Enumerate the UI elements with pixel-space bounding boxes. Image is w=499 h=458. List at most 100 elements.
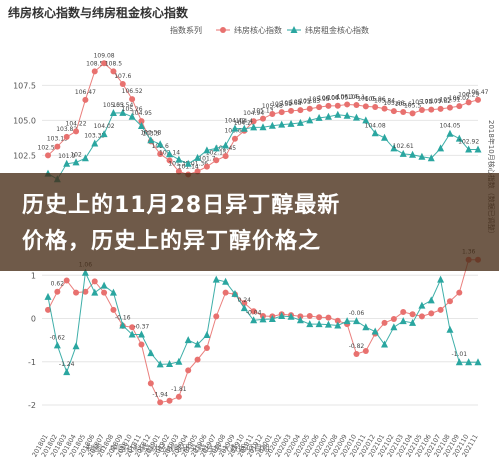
data-label: 105.95 [309,96,330,103]
data-point [437,144,445,152]
data-point [166,150,174,158]
data-point [474,358,482,366]
data-point [109,288,117,296]
data-point [138,341,145,348]
data-point [353,102,360,108]
data-point [456,289,463,296]
data-label: 106.02 [449,95,470,102]
data-point [137,330,145,338]
lower-grid [42,274,478,406]
data-point [334,102,341,109]
series-line [47,259,478,403]
data-label: 105.82 [430,98,451,105]
y-tick-label: 107.5 [13,81,36,90]
data-point [45,306,51,313]
data-label: 105.96 [365,96,386,103]
data-point [390,315,397,322]
data-label: 105.84 [374,98,395,105]
data-point [222,141,230,149]
data-label: 106.47 [468,89,489,96]
data-point [91,278,98,285]
data-point [362,347,369,354]
data-point [54,288,61,295]
data-point [465,358,473,366]
data-point [428,106,435,113]
data-label: 104.94 [243,110,264,117]
data-label: 104.22 [66,120,87,127]
data-point [82,96,89,103]
data-point [409,110,416,117]
data-label: 106.0 [357,95,374,102]
data-point [288,107,295,114]
data-point [325,102,332,109]
data-point [44,292,52,300]
data-point [222,277,230,285]
data-label: 103.58 [140,129,161,136]
data-point [101,60,108,67]
data-label: 105.46 [262,103,283,110]
data-point [203,330,211,338]
data-point [147,380,154,387]
legend-label-core: 纬房核心指数 [234,25,282,35]
data-point [316,314,323,321]
data-point [175,393,182,400]
data-point [63,159,71,167]
data-point [343,111,351,119]
data-point [437,105,444,112]
data-point [343,317,351,325]
data-point [91,68,98,75]
data-point [306,105,313,112]
data-point [297,107,304,114]
data-label: 105.13 [253,108,274,115]
legend: 指数系列 纬房核心指数 纬房租金核心指数 [170,25,369,35]
data-label: 0.24 [238,297,252,304]
data-point [455,358,463,366]
data-label: 103.82 [56,126,77,133]
data-point [306,320,314,328]
data-point [418,301,426,309]
y-tick-label: -1 [28,358,36,367]
source-note: 制图：中国社科院财经战略研究院住房大数据项目组 [86,443,270,453]
data-point [212,144,220,152]
data-label: 103.13 [47,136,68,143]
data-point [128,112,136,120]
data-label: 104.4 [236,118,253,125]
banner-title-line-1: 历史上的11月28日异丁醇最新 [22,193,341,218]
data-point [91,288,99,296]
data-label: 101.36 [187,160,208,167]
data-point [306,312,313,319]
data-point [390,323,398,331]
data-label: 105.54 [112,102,133,109]
data-label: 106.14 [337,93,358,100]
data-label: 105.26 [122,106,143,113]
data-point [409,311,416,318]
data-label: 101.7 [198,156,215,163]
data-point [371,327,379,335]
data-point [91,139,99,147]
lower-y-ticks: -2 -1 0 1 [28,271,36,410]
data-point [82,288,89,295]
y-tick-label: 1 [31,271,36,280]
data-point [409,150,417,158]
data-point [222,153,229,160]
data-point [156,140,164,148]
data-point [100,281,108,289]
data-point [119,321,127,329]
data-point [72,158,80,166]
data-point [129,96,136,103]
data-label: 105.77 [421,99,442,106]
data-point [128,330,136,338]
data-point [231,124,239,132]
data-point [203,146,211,154]
data-point [250,308,257,315]
data-point [399,149,407,157]
data-label: -0.37 [134,324,150,331]
data-point [157,151,164,157]
data-point [418,152,426,160]
data-point [53,341,61,349]
data-point [213,313,220,320]
chart-title: 纬房核心指数与纬房租金核心指数 [8,5,189,20]
data-point [287,119,295,127]
data-point [119,108,127,116]
